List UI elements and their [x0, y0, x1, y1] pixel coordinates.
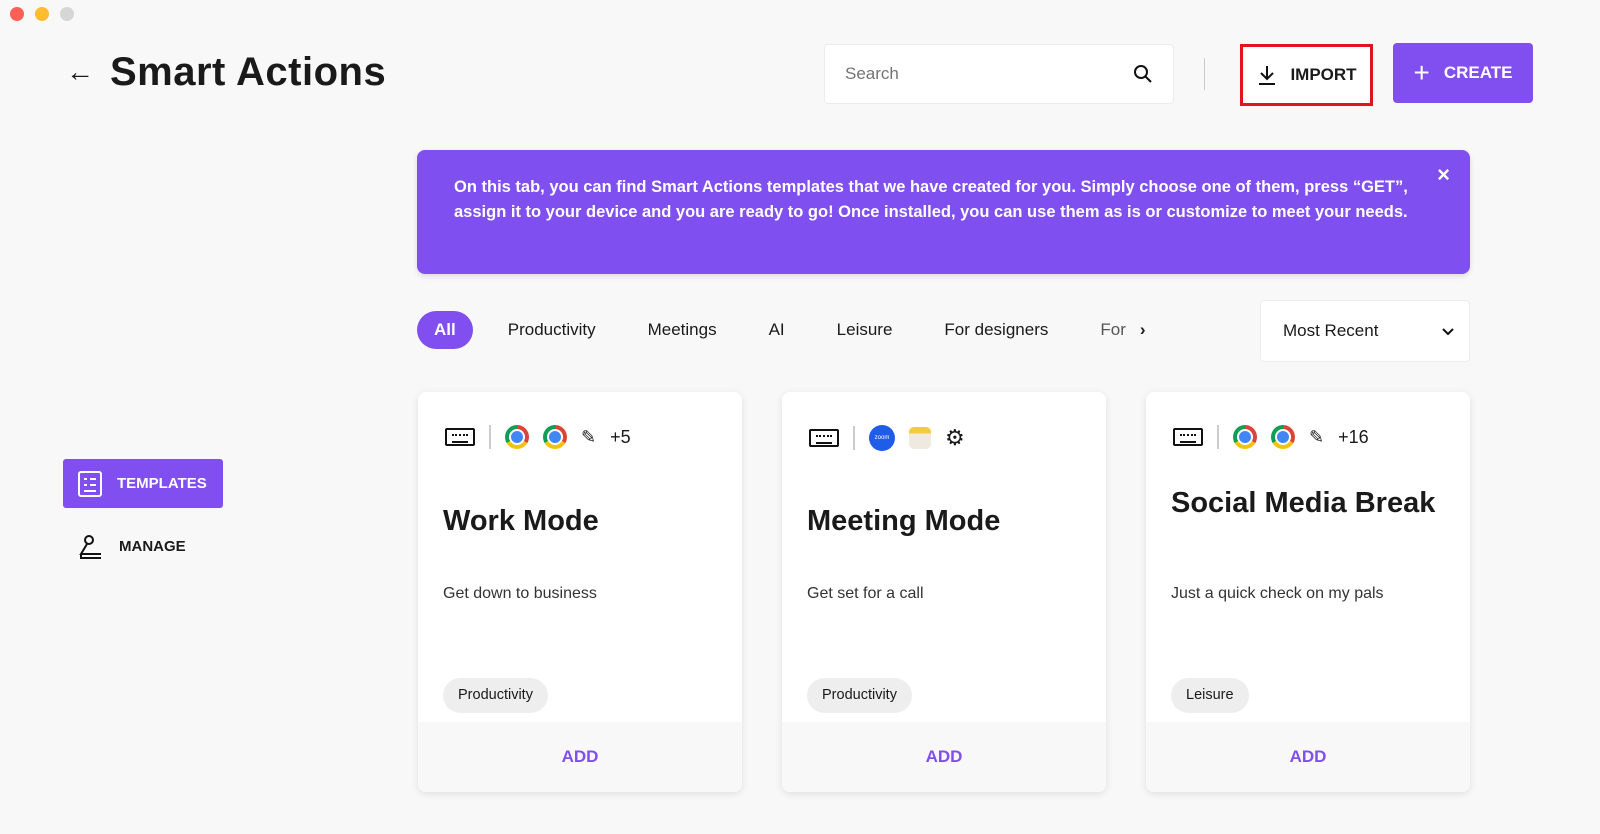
pencil-icon: ✎: [1309, 426, 1325, 447]
download-icon: [1259, 66, 1276, 85]
filter-all[interactable]: All: [417, 311, 473, 349]
window-maximize-button[interactable]: [60, 7, 74, 21]
chrome-icon: [505, 425, 529, 449]
card-title: Work Mode: [443, 505, 599, 537]
chevron-down-icon: [1442, 328, 1454, 336]
sidebar-item-manage[interactable]: MANAGE: [63, 522, 223, 571]
filter-productivity[interactable]: Productivity: [507, 320, 596, 339]
gear-icon: ⚙: [945, 425, 965, 450]
add-button[interactable]: ADD: [782, 722, 1106, 792]
search-input[interactable]: [845, 64, 1105, 84]
close-icon[interactable]: ×: [1437, 162, 1450, 187]
chrome-icon: [1233, 425, 1257, 449]
filter-leisure[interactable]: Leisure: [836, 320, 893, 339]
chrome-icon: [1271, 425, 1295, 449]
card-title: Meeting Mode: [807, 505, 1001, 537]
category-filters: All Productivity Meetings AI Leisure For…: [417, 311, 1146, 349]
card-description: Get down to business: [443, 585, 597, 602]
category-tag: Leisure: [1171, 678, 1249, 713]
add-button[interactable]: ADD: [1146, 722, 1470, 792]
search-icon[interactable]: [1133, 64, 1153, 84]
filter-meetings[interactable]: Meetings: [647, 320, 717, 339]
window-close-button[interactable]: [10, 7, 24, 21]
back-arrow-icon[interactable]: ←: [66, 56, 94, 87]
plus-icon: +: [1413, 57, 1430, 88]
page-title: Smart Actions: [110, 50, 387, 94]
divider: [489, 425, 491, 449]
template-card-social-media-break[interactable]: ✎ +16 Social Media Break Just a quick ch…: [1146, 392, 1470, 792]
window-minimize-button[interactable]: [35, 7, 49, 21]
divider: [1217, 425, 1219, 449]
template-card-meeting-mode[interactable]: zoom ⚙ Meeting Mode Get set for a call P…: [782, 392, 1106, 792]
extra-apps-count: +5: [610, 426, 631, 447]
card-description: Just a quick check on my pals: [1171, 585, 1384, 602]
template-card-work-mode[interactable]: ✎ +5 Work Mode Get down to business Prod…: [418, 392, 742, 792]
zoom-icon: zoom: [869, 425, 895, 451]
category-tag: Productivity: [443, 678, 548, 713]
add-button[interactable]: ADD: [418, 722, 742, 792]
create-label: CREATE: [1443, 63, 1513, 82]
divider: [1204, 58, 1205, 90]
sort-dropdown[interactable]: Most Recent: [1260, 300, 1470, 362]
filter-for-designers[interactable]: For designers: [944, 320, 1049, 339]
chrome-icon: [543, 425, 567, 449]
extra-apps-count: +16: [1338, 426, 1369, 447]
sidebar-item-label: TEMPLATES: [117, 475, 207, 492]
sidebar-item-label: MANAGE: [119, 538, 186, 555]
info-banner: On this tab, you can find Smart Actions …: [417, 150, 1470, 274]
create-button[interactable]: + CREATE: [1393, 43, 1533, 103]
chevron-right-icon[interactable]: ›: [1139, 320, 1146, 339]
notes-icon: [909, 427, 931, 449]
templates-icon: [78, 470, 102, 497]
manage-icon: [79, 534, 101, 559]
sidebar-item-templates[interactable]: TEMPLATES: [63, 459, 223, 508]
search-box[interactable]: [824, 44, 1174, 104]
keyboard-icon: [1173, 428, 1203, 446]
divider: [853, 426, 855, 450]
card-title: Social Media Break: [1171, 487, 1436, 519]
sort-selected: Most Recent: [1283, 321, 1379, 340]
card-description: Get set for a call: [807, 585, 924, 602]
banner-text: On this tab, you can find Smart Actions …: [454, 178, 1408, 221]
keyboard-icon: [445, 428, 475, 446]
import-label: IMPORT: [1290, 65, 1357, 84]
filter-for[interactable]: For: [1100, 320, 1126, 339]
import-button[interactable]: IMPORT: [1240, 44, 1373, 106]
keyboard-icon: [809, 429, 839, 447]
category-tag: Productivity: [807, 678, 912, 713]
filter-ai[interactable]: AI: [768, 320, 785, 339]
pencil-icon: ✎: [581, 426, 597, 447]
